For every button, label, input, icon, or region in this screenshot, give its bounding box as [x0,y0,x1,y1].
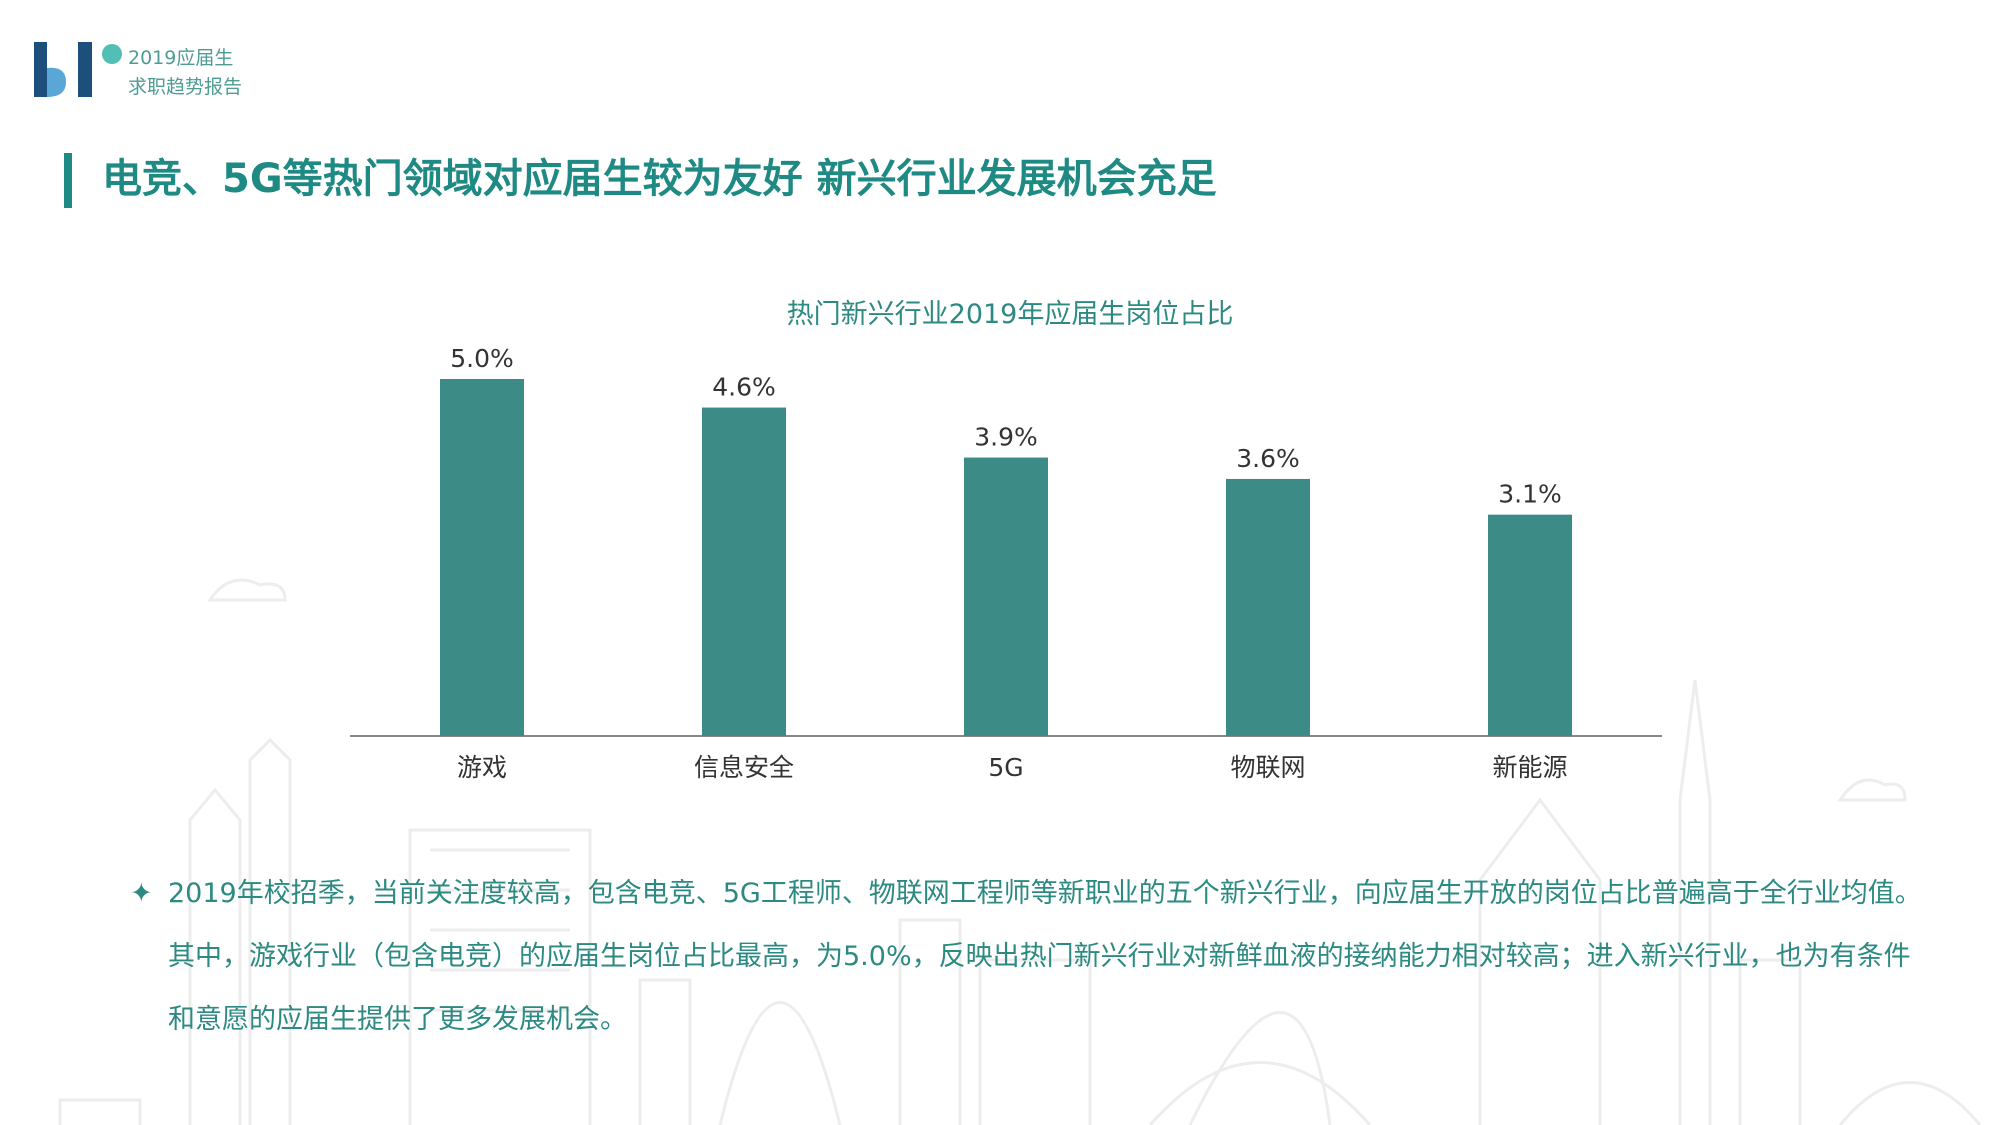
x-tick-label: 游戏 [457,753,507,782]
page-title: 电竞、5G等热门领域对应届生较为友好 新兴行业发展机会充足 [102,156,1217,202]
bar [1488,514,1572,736]
x-tick-label: 物联网 [1230,753,1305,782]
report-name-line2: 求职趋势报告 [128,76,243,98]
x-tick-label: 信息安全 [694,753,794,782]
x-tick-label: 新能源 [1492,753,1567,782]
bar [702,407,786,736]
summary-paragraph: ✦ 2019年校招季，当前关注度较高，包含电竞、5G工程师、物联网工程师等新职业… [130,862,1930,1051]
title-accent-bar [64,153,72,208]
report-name-line1: 2019应届生 [128,47,234,69]
bosszhipin-logo [34,42,122,97]
summary-text: 2019年校招季，当前关注度较高，包含电竞、5G工程师、物联网工程师等新职业的五… [168,878,1922,1035]
bar-value-label: 3.9% [974,423,1038,452]
bar-value-label: 3.6% [1236,444,1300,473]
bar [440,379,524,736]
x-tick-label: 5G [988,753,1023,782]
report-name: 2019应届生 求职趋势报告 [128,44,242,102]
bar [964,457,1048,736]
bar-value-label: 4.6% [712,373,776,402]
sparkle-bullet-icon: ✦ [130,878,153,909]
bar-value-label: 5.0% [450,344,514,373]
bar-value-label: 3.1% [1498,480,1562,509]
chart-title: 热门新兴行业2019年应届生岗位占比 [786,299,1234,330]
bar [1226,478,1310,736]
